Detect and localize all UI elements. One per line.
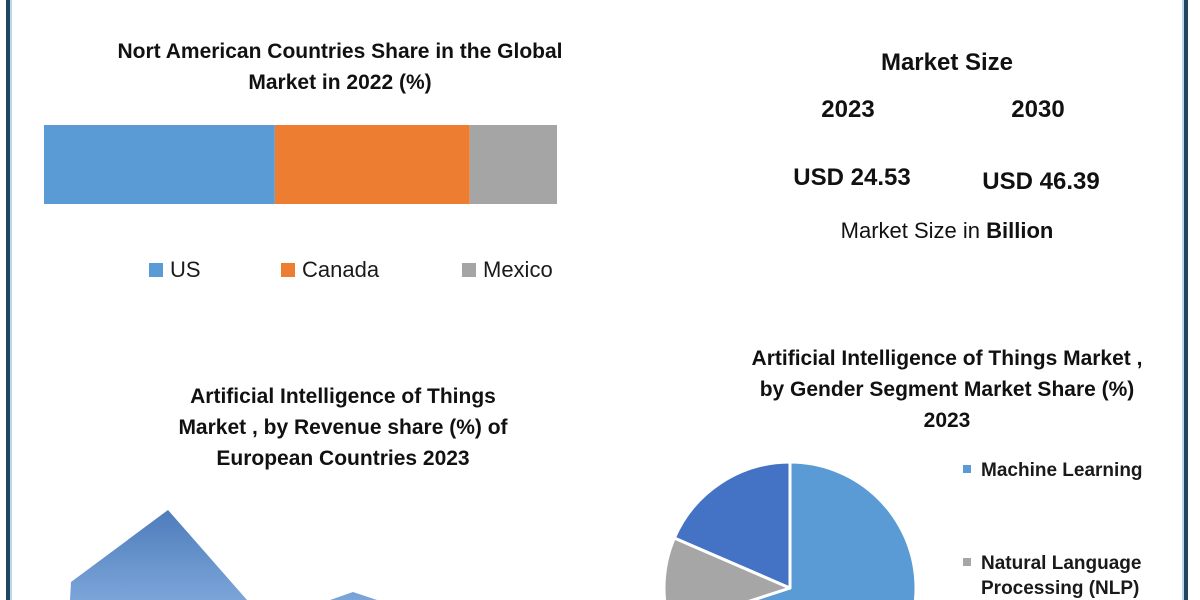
pie-slice-natural-language-processing-nlp	[662, 536, 792, 600]
machine-learning-legend-swatch	[963, 465, 971, 473]
eu-revenue-title-line3: European Countries 2023	[216, 447, 470, 470]
pie-slice-machine-learning	[748, 460, 918, 600]
mexico-legend-swatch	[462, 263, 476, 277]
mexico-legend-label: Mexico	[483, 257, 553, 282]
market-size-footnote-bold: Billion	[986, 218, 1054, 243]
right-border-light-line	[1182, 0, 1184, 600]
bar-legend-item-mexico: Mexico	[462, 257, 553, 283]
eu-revenue-title-line1: Artificial Intelligence of Things	[190, 385, 496, 408]
market-size-year-2030: 2030	[1011, 96, 1065, 123]
area-chart	[70, 510, 377, 600]
bar-segment-mexico	[469, 125, 557, 204]
nlp-legend-swatch	[963, 558, 971, 566]
left-border-dark-line	[6, 0, 10, 600]
eu-revenue-title: Artificial Intelligence of Things Market…	[93, 381, 593, 474]
canada-legend-swatch	[281, 263, 295, 277]
right-border-dark-line	[1184, 0, 1188, 600]
pie-slice-unlabeled-2	[672, 460, 792, 590]
eu-revenue-title-line2: Market , by Revenue share (%) of	[178, 416, 508, 439]
us-legend-label: US	[170, 257, 201, 282]
machine-learning-legend-label: Machine Learning	[981, 460, 1143, 481]
market-size-footnote: Market Size in Billion	[747, 218, 1147, 244]
market-size-heading: Market Size	[880, 49, 1014, 76]
left-border-light-line	[10, 0, 12, 600]
pie-legend-item-machine-learning: Machine Learning	[963, 458, 1173, 483]
na-share-title-line1: Nort American Countries Share in the Glo…	[117, 40, 563, 63]
market-size-value-2023: USD 24.53	[793, 164, 911, 191]
bar-segment-canada	[274, 125, 470, 204]
na-share-title: Nort American Countries Share in the Glo…	[90, 36, 590, 98]
gender-title: Artificial Intelligence of Things Market…	[697, 343, 1197, 436]
pie-legend-item-nlp: Natural Language Processing (NLP)	[963, 551, 1153, 600]
bar-segment-us	[44, 125, 275, 204]
us-legend-swatch	[149, 263, 163, 277]
na-share-title-line2: Market in 2022 (%)	[248, 71, 432, 94]
bar-legend-item-us: US	[149, 257, 201, 283]
market-size-footnote-regular: Market Size in	[840, 218, 987, 243]
canada-legend-label: Canada	[302, 257, 380, 282]
gender-title-line3: 2023	[923, 409, 971, 432]
pie-chart	[662, 460, 918, 600]
stacked-bar-chart	[44, 125, 557, 204]
market-size-year-2023: 2023	[821, 96, 875, 123]
gender-title-line1: Artificial Intelligence of Things Market…	[751, 347, 1143, 370]
gender-title-line2: by Gender Segment Market Share (%)	[759, 378, 1135, 401]
area-chart-shape	[70, 510, 377, 600]
nlp-legend-label: Natural Language Processing (NLP)	[981, 553, 1142, 599]
market-size-value-2030: USD 46.39	[982, 168, 1100, 195]
bar-legend-item-canada: Canada	[281, 257, 379, 283]
